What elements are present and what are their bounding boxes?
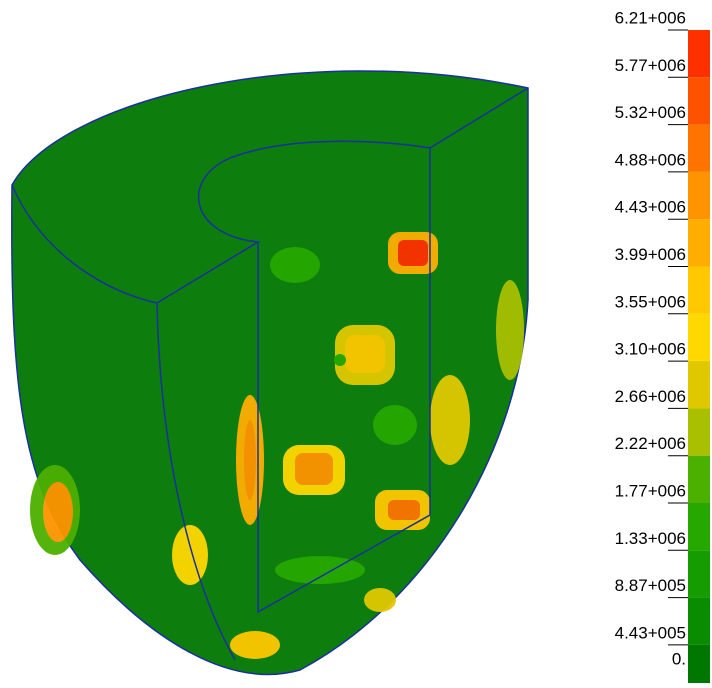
legend-swatch xyxy=(688,550,710,597)
legend-swatch xyxy=(688,314,710,361)
legend-label: 1.33+006 xyxy=(615,529,686,548)
legend-label: 5.32+006 xyxy=(615,103,686,122)
legend-label: 4.88+006 xyxy=(615,150,686,169)
legend-label: 2.66+006 xyxy=(615,387,686,406)
legend-label: 0. xyxy=(672,649,686,668)
legend-swatch xyxy=(688,125,710,172)
legend-label: 8.87+005 xyxy=(615,576,686,595)
legend-label: 3.99+006 xyxy=(615,245,686,264)
legend-swatch xyxy=(688,267,710,314)
contour-view: 6.21+006 5.77+006 5.32+006 4.88+006 4.43+006… xyxy=(0,0,712,683)
legend-label: 3.55+006 xyxy=(615,292,686,311)
legend-swatch xyxy=(688,219,710,266)
legend-swatch xyxy=(688,361,710,408)
legend-label: 4.43+006 xyxy=(615,198,686,217)
legend-swatch xyxy=(688,408,710,455)
legend-label: 6.21+006 xyxy=(615,8,686,27)
legend-swatch xyxy=(688,172,710,219)
legend-swatch xyxy=(688,456,710,503)
legend-label: 2.22+006 xyxy=(615,434,686,453)
legend-swatch xyxy=(688,30,710,77)
legend-label: 4.43+005 xyxy=(615,623,686,642)
legend-label: 3.10+006 xyxy=(615,340,686,359)
color-legend: 6.21+006 5.77+006 5.32+006 4.88+006 4.43+006… xyxy=(615,8,710,683)
legend-label: 5.77+006 xyxy=(615,56,686,75)
legend-swatch xyxy=(688,503,710,550)
legend-swatch xyxy=(688,77,710,124)
model xyxy=(12,71,528,674)
legend-label: 1.77+006 xyxy=(615,481,686,500)
legend-swatch xyxy=(688,645,710,683)
legend-swatch xyxy=(688,598,710,645)
